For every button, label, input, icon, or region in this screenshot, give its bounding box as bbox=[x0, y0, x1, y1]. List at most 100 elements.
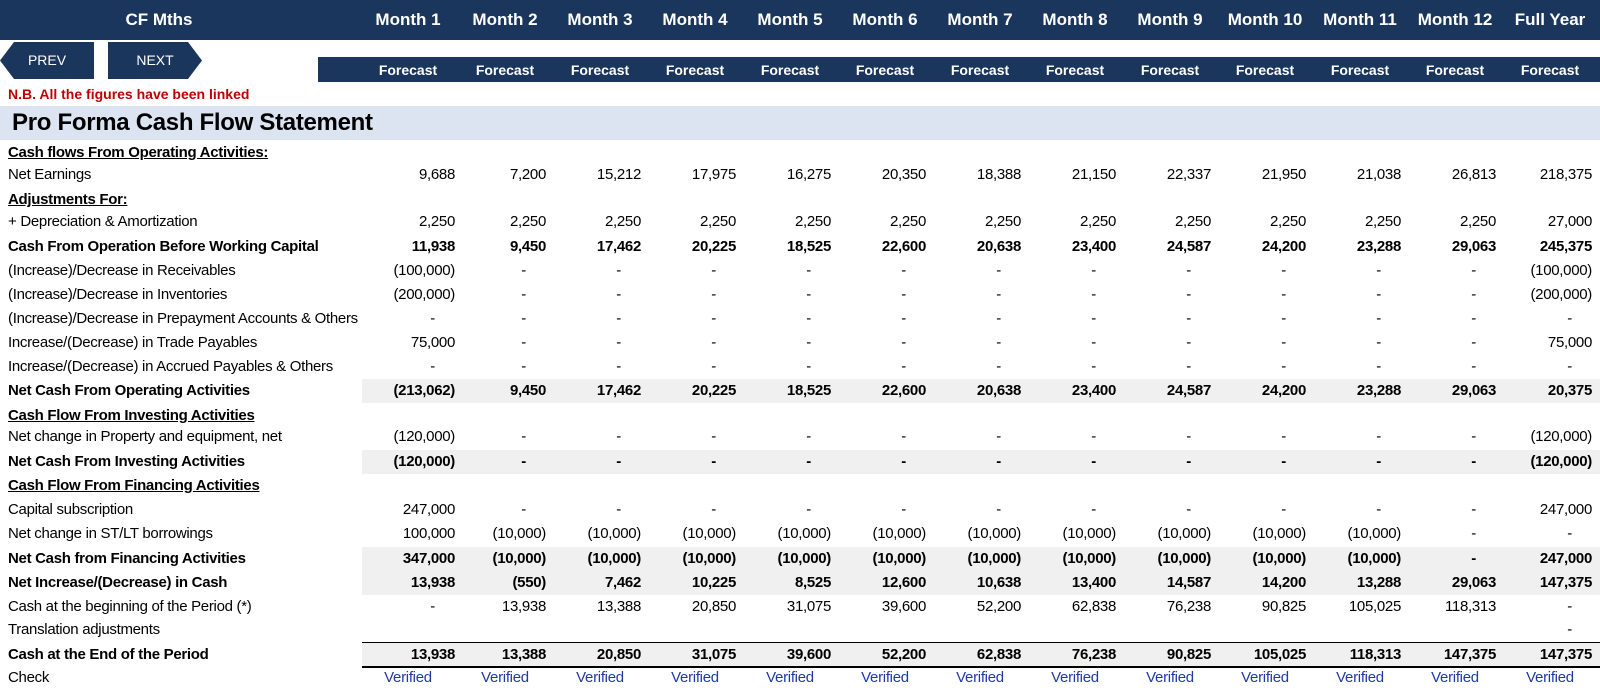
table-cell: 23,288 bbox=[1356, 382, 1401, 399]
table-cell: 14,200 bbox=[1261, 574, 1306, 591]
table-row: Translation adjustments - bbox=[0, 618, 1600, 642]
table-cell: - bbox=[616, 334, 621, 351]
row-shade bbox=[362, 547, 1600, 571]
table-row: Net Cash From Investing Activities (120,0… bbox=[0, 450, 1600, 474]
table-cell: (10,000) bbox=[492, 550, 547, 567]
table-row: Capital subscription 247,000 - - - - - - - - - - - 24… bbox=[0, 498, 1600, 522]
table-row: Increase/(Decrease) in Trade Payables 75,… bbox=[0, 331, 1600, 355]
table-cell: - bbox=[1186, 334, 1191, 351]
table-cell: - bbox=[1376, 262, 1381, 279]
column-header: Month 10 bbox=[1227, 10, 1303, 29]
table-cell: Verified bbox=[1336, 669, 1384, 686]
table-cell: - bbox=[1091, 262, 1096, 279]
table-cell: 2,250 bbox=[794, 213, 831, 230]
prev-button[interactable]: PREV bbox=[0, 42, 94, 79]
table-cell: - bbox=[1091, 501, 1096, 518]
table-cell: 13,938 bbox=[410, 574, 455, 591]
table-cell: 27,000 bbox=[1547, 213, 1592, 230]
table-cell: - bbox=[711, 262, 716, 279]
table-cell: 105,025 bbox=[1348, 598, 1401, 615]
table-cell: - bbox=[1471, 262, 1476, 279]
table-row: Net Earnings 9,688 7,200 15,212 17,975 16,275… bbox=[0, 163, 1600, 187]
table-cell: 20,638 bbox=[976, 238, 1021, 255]
column-header: Full Year bbox=[1514, 10, 1586, 29]
table-cell: 247,000 bbox=[1539, 550, 1592, 567]
forecast-label: Forecast bbox=[760, 62, 820, 78]
table-cell: (10,000) bbox=[777, 550, 832, 567]
table-cell: 29,063 bbox=[1451, 382, 1496, 399]
table-row: (Increase)/Decrease in Inventories (200,0… bbox=[0, 283, 1600, 307]
table-cell: 13,938 bbox=[410, 646, 455, 663]
column-header: Month 7 bbox=[947, 10, 1013, 29]
table-cell: 2,250 bbox=[1269, 213, 1306, 230]
table-cell: - bbox=[996, 358, 1001, 375]
table-cell: 18,388 bbox=[976, 166, 1021, 183]
table-cell: - bbox=[806, 262, 811, 279]
table-cell: Verified bbox=[1241, 669, 1289, 686]
row-label: (Increase)/Decrease in Prepayment Accoun… bbox=[8, 310, 358, 327]
forecast-label: Forecast bbox=[950, 62, 1010, 78]
row-label: Translation adjustments bbox=[8, 621, 160, 638]
table-cell: 16,275 bbox=[786, 166, 831, 183]
table-cell: 20,375 bbox=[1547, 382, 1592, 399]
table-row: Cash From Operation Before Working Capit… bbox=[0, 235, 1600, 259]
row-label: Cash Flow From Financing Activities bbox=[8, 477, 260, 494]
table-row: Cash at the End of the Period 13,938 13,38… bbox=[0, 643, 1600, 667]
statement-banner bbox=[0, 106, 1600, 140]
table-cell: - bbox=[901, 428, 906, 445]
forecast-label: Forecast bbox=[475, 62, 535, 78]
table-cell: - bbox=[1471, 358, 1476, 375]
table-cell: 52,200 bbox=[881, 646, 926, 663]
table-cell: - bbox=[521, 501, 526, 518]
table-cell: 39,600 bbox=[786, 646, 831, 663]
row-label: Net Cash from Financing Activities bbox=[8, 550, 246, 567]
table-cell: 23,288 bbox=[1356, 238, 1401, 255]
table-cell: 20,225 bbox=[691, 238, 736, 255]
table-row: (Increase)/Decrease in Receivables (100,0… bbox=[0, 259, 1600, 283]
table-cell: 39,600 bbox=[881, 598, 926, 615]
table-cell: 218,375 bbox=[1539, 166, 1592, 183]
table-cell: 17,975 bbox=[691, 166, 736, 183]
table-cell: (10,000) bbox=[1252, 550, 1307, 567]
column-header: Month 1 bbox=[375, 10, 441, 29]
table-cell: - bbox=[1471, 550, 1476, 567]
table-cell: - bbox=[1186, 262, 1191, 279]
table-cell: - bbox=[996, 501, 1001, 518]
table-cell: (10,000) bbox=[967, 550, 1022, 567]
table-cell: - bbox=[996, 286, 1001, 303]
row-label: Net Increase/(Decrease) in Cash bbox=[8, 574, 228, 591]
table-cell: 62,838 bbox=[976, 646, 1021, 663]
row-label: Increase/(Decrease) in Accrued Payables … bbox=[8, 358, 333, 375]
table-row: Adjustments For: bbox=[0, 188, 1600, 212]
table-cell: (10,000) bbox=[872, 525, 927, 542]
table-cell: 13,938 bbox=[501, 598, 546, 615]
table-cell: 23,400 bbox=[1071, 238, 1116, 255]
table-cell: - bbox=[901, 286, 906, 303]
forecast-label: Forecast bbox=[378, 62, 438, 78]
forecast-label: Forecast bbox=[1235, 62, 1295, 78]
table-cell: - bbox=[1376, 286, 1381, 303]
column-header: Month 5 bbox=[757, 10, 823, 29]
next-button[interactable]: NEXT bbox=[108, 42, 202, 79]
table-cell: 9,688 bbox=[418, 166, 455, 183]
row-shade bbox=[362, 643, 1600, 667]
table-cell: - bbox=[616, 358, 621, 375]
table-cell: 20,850 bbox=[596, 646, 641, 663]
table-cell: 247,000 bbox=[402, 501, 455, 518]
table-cell: 147,375 bbox=[1443, 646, 1496, 663]
table-cell: 24,200 bbox=[1261, 238, 1306, 255]
sheet-title: CF Mths bbox=[125, 10, 193, 29]
table-cell: 20,638 bbox=[976, 382, 1021, 399]
row-shade bbox=[362, 379, 1600, 403]
table-cell: - bbox=[1186, 286, 1191, 303]
table-cell: - bbox=[1186, 453, 1191, 470]
table-cell: (10,000) bbox=[1062, 550, 1117, 567]
table-cell: 347,000 bbox=[402, 550, 455, 567]
table-row: Cash Flow From Investing Activities bbox=[0, 404, 1600, 428]
table-cell: 22,600 bbox=[881, 382, 926, 399]
column-header: Month 9 bbox=[1137, 10, 1203, 29]
table-cell: 14,587 bbox=[1166, 574, 1211, 591]
forecast-label: Forecast bbox=[1520, 62, 1580, 78]
table-cell: (120,000) bbox=[393, 428, 455, 445]
